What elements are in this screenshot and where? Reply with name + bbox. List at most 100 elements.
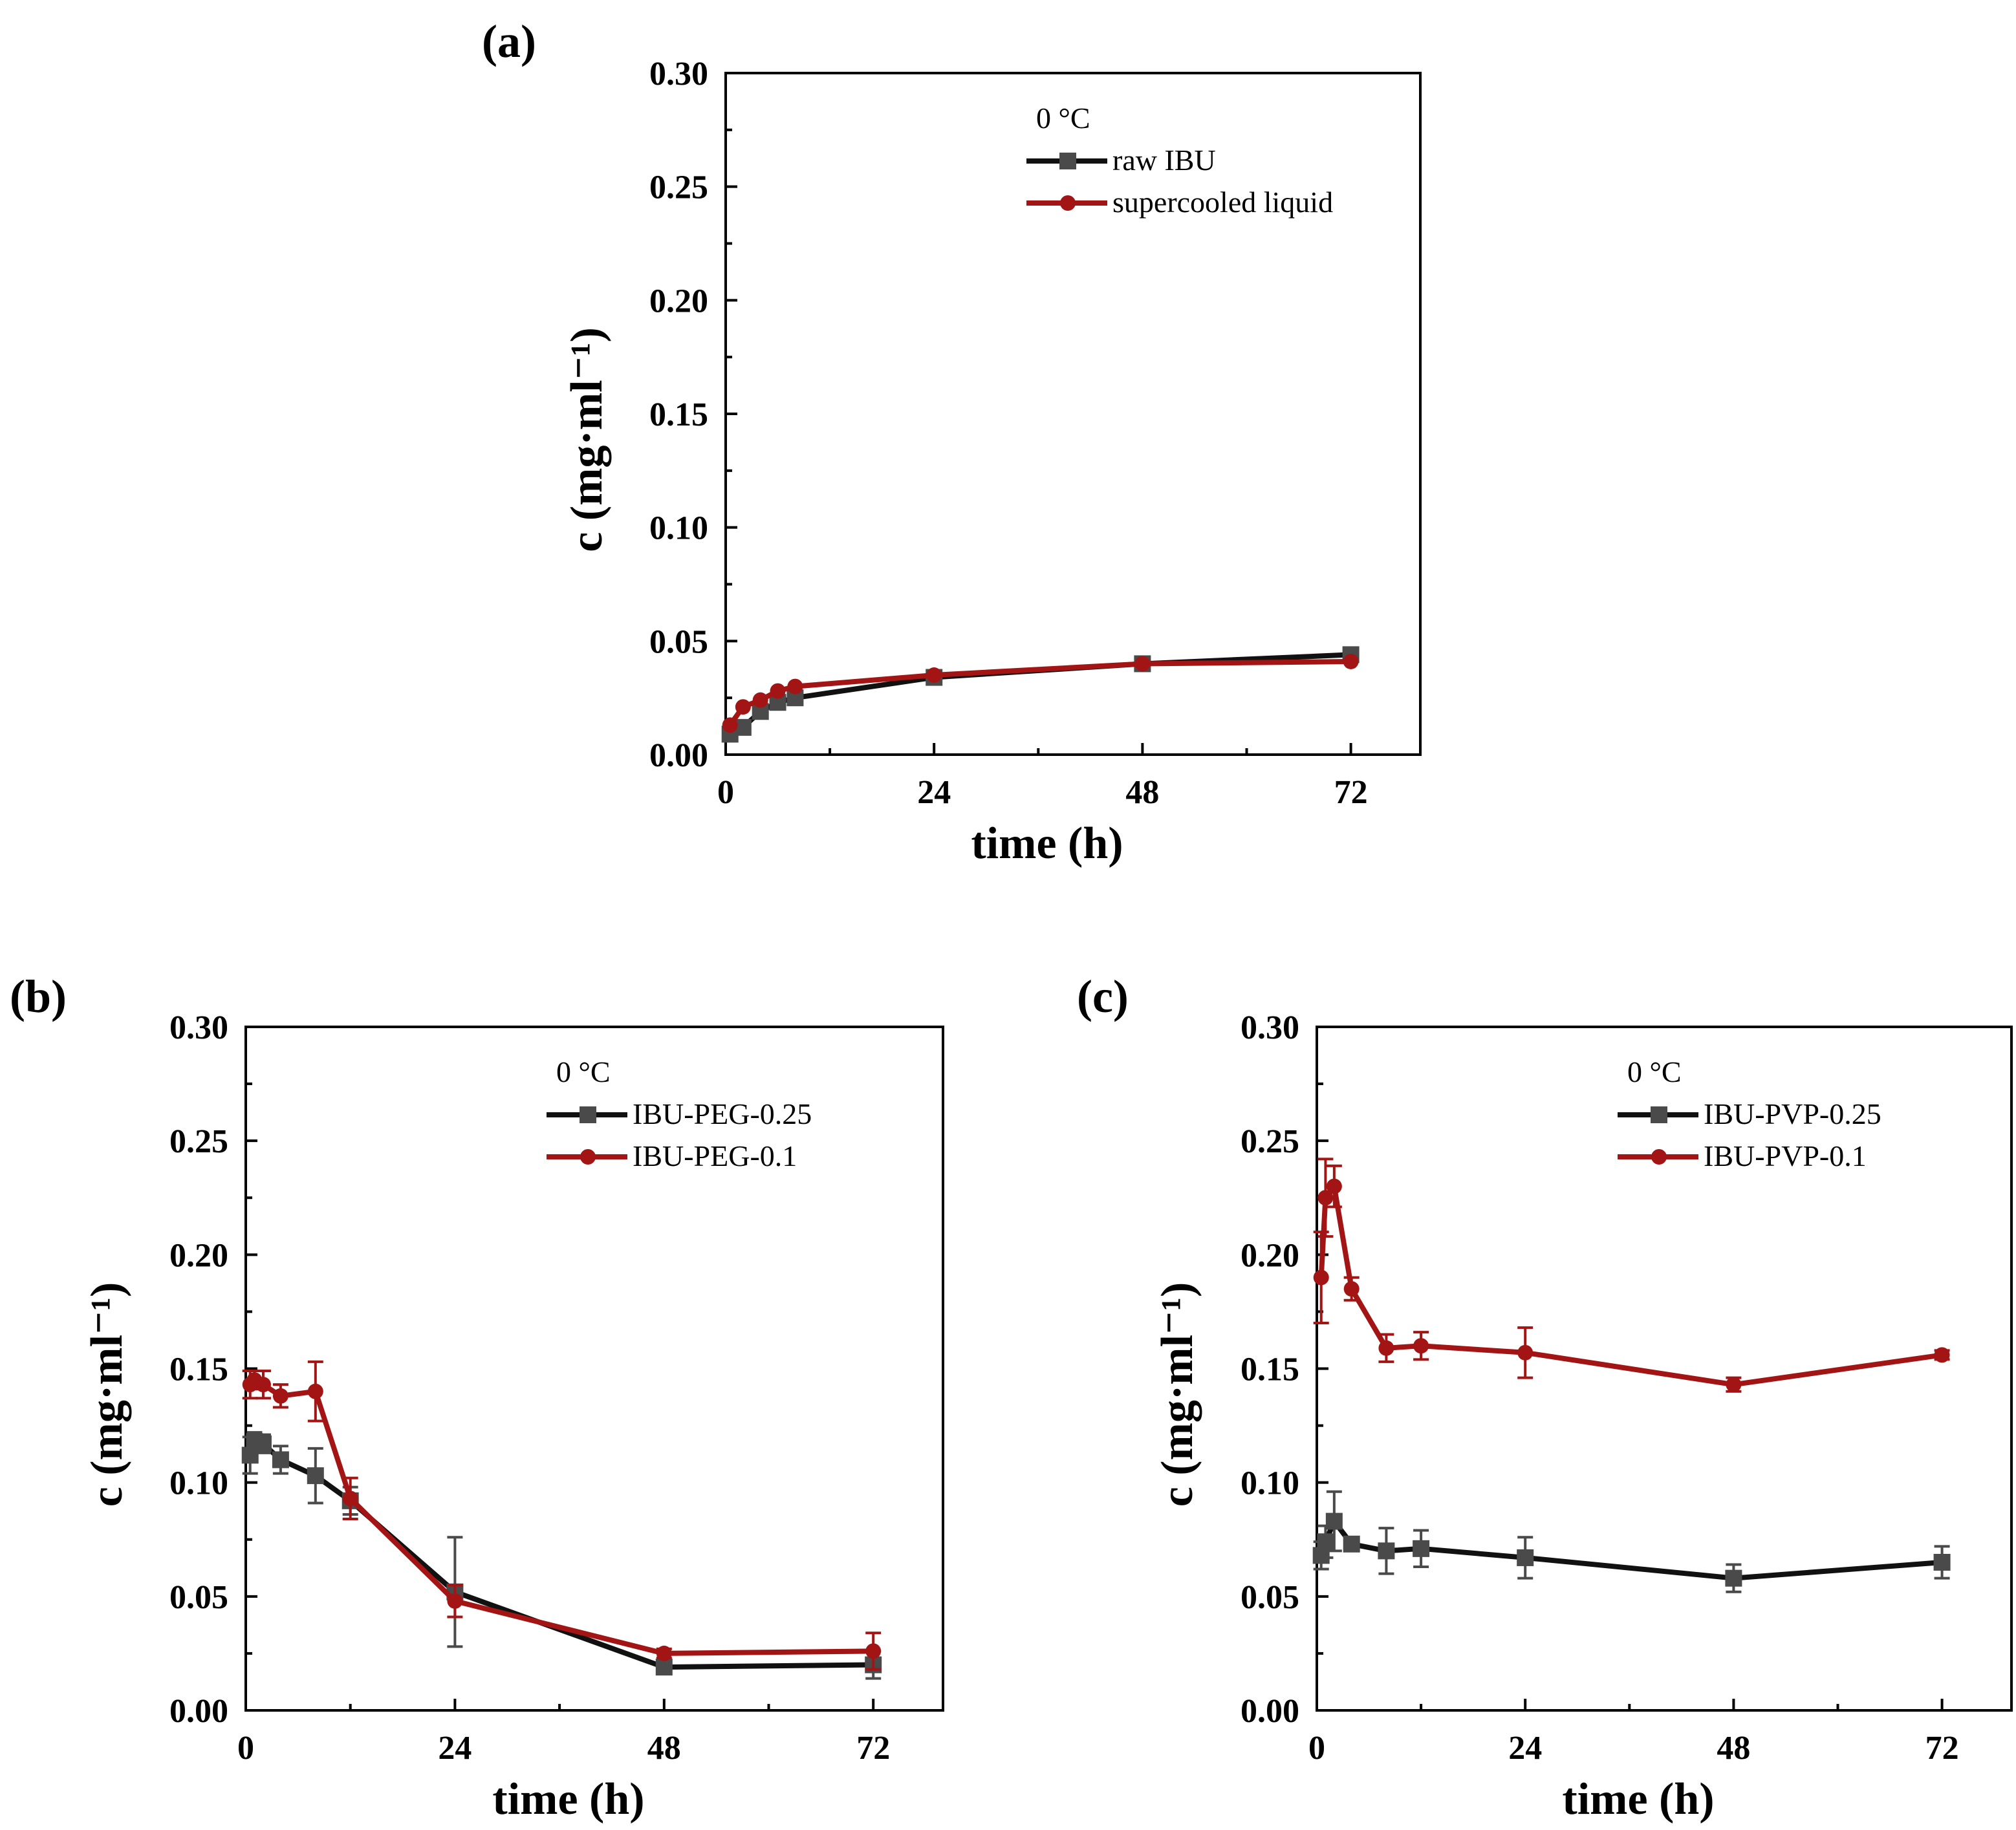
- data-point-circle: [307, 1383, 323, 1399]
- legend-label: IBU-PEG-0.1: [633, 1139, 797, 1172]
- data-point-square: [272, 1451, 289, 1469]
- legend-label: IBU-PVP-0.1: [1704, 1139, 1867, 1172]
- legend-title: 0 °C: [1627, 1055, 1682, 1088]
- legend-marker-square: [1651, 1106, 1667, 1123]
- legend-marker-circle: [1651, 1149, 1667, 1165]
- data-point-circle: [735, 699, 751, 715]
- legend-title: 0 °C: [556, 1055, 611, 1088]
- x-axis-title: time (h): [971, 819, 1123, 868]
- y-tick-label: 0.05: [169, 1579, 228, 1616]
- y-tick-label: 0.20: [169, 1237, 228, 1274]
- data-point-square: [307, 1467, 324, 1485]
- data-point-square: [1517, 1549, 1534, 1566]
- panel-label: (a): [482, 16, 536, 67]
- data-point-circle: [752, 692, 768, 708]
- data-point-square: [1413, 1540, 1430, 1557]
- legend-label: supercooled liquid: [1112, 186, 1333, 219]
- x-tick-label: 48: [647, 1730, 681, 1767]
- data-point-circle: [1317, 1190, 1334, 1206]
- data-point-square: [1317, 1533, 1334, 1551]
- y-axis-title: c (mg·ml⁻¹): [562, 327, 612, 552]
- x-tick-label: 72: [1334, 774, 1368, 811]
- data-point-circle: [770, 683, 786, 699]
- y-tick-label: 0.25: [169, 1123, 228, 1160]
- data-point-square: [1933, 1553, 1951, 1571]
- x-tick-label: 0: [1308, 1730, 1325, 1767]
- y-tick-label: 0.00: [169, 1693, 228, 1730]
- x-tick-label: 0: [237, 1730, 254, 1767]
- x-tick-label: 72: [1925, 1730, 1959, 1767]
- data-point-circle: [656, 1645, 672, 1661]
- data-point-circle: [1934, 1347, 1950, 1363]
- y-tick-label: 0.00: [649, 737, 708, 774]
- y-tick-label: 0.05: [1241, 1579, 1299, 1616]
- y-tick-label: 0.10: [169, 1465, 228, 1502]
- y-tick-label: 0.25: [649, 169, 708, 206]
- data-point-circle: [255, 1377, 271, 1393]
- plot-frame: [1316, 1026, 2013, 1712]
- series-line: [728, 652, 1351, 737]
- x-axis-title: time (h): [492, 1774, 644, 1824]
- legend-marker-square: [1059, 153, 1076, 169]
- legend-marker-square: [580, 1106, 596, 1123]
- data-point-circle: [1726, 1377, 1742, 1393]
- data-point-square: [1378, 1542, 1395, 1560]
- series-IBU-PEG-0.1: [242, 1360, 882, 1671]
- legend-label: raw IBU: [1112, 144, 1216, 177]
- x-tick-label: 72: [856, 1730, 890, 1767]
- data-point-circle: [787, 678, 803, 694]
- x-tick-label: 48: [1125, 774, 1159, 811]
- data-point-circle: [1313, 1269, 1329, 1286]
- y-tick-label: 0.15: [1241, 1351, 1299, 1388]
- data-point-circle: [1343, 653, 1359, 669]
- panel-label: (c): [1077, 971, 1129, 1022]
- y-tick-label: 0.10: [1241, 1465, 1299, 1502]
- data-point-circle: [1413, 1338, 1429, 1354]
- data-point-circle: [926, 667, 942, 684]
- y-tick-label: 0.30: [169, 1009, 228, 1046]
- y-tick-label: 0.00: [1241, 1693, 1299, 1730]
- series-IBU-PVP-0.1: [1313, 1157, 1950, 1393]
- legend-marker-circle: [1060, 195, 1076, 211]
- data-point-square: [1325, 1512, 1343, 1530]
- series-IBU-PEG-0.25: [241, 1431, 882, 1680]
- data-point-circle: [1517, 1344, 1534, 1361]
- data-point-square: [1725, 1569, 1742, 1587]
- y-tick-label: 0.30: [1241, 1009, 1299, 1046]
- panel-a: 0.00 0.05 0.10 0.15 0.20 0.25 0.30 0 24 48 72 time …: [482, 16, 1422, 868]
- y-tick-label: 0.10: [649, 510, 708, 547]
- panel-label: (b): [10, 971, 67, 1022]
- y-axis-title: c (mg·ml⁻¹): [1153, 1282, 1202, 1507]
- x-tick-label: 24: [1508, 1730, 1542, 1767]
- plot-frame: [244, 1026, 944, 1712]
- series-line: [248, 1377, 874, 1656]
- data-point-square: [254, 1435, 272, 1452]
- y-tick-label: 0.05: [649, 623, 708, 660]
- y-tick-label: 0.20: [1241, 1237, 1299, 1274]
- data-point-circle: [1326, 1178, 1342, 1194]
- data-point-circle: [1378, 1340, 1394, 1356]
- data-point-circle: [447, 1593, 463, 1609]
- y-tick-label: 0.20: [649, 283, 708, 319]
- data-point-circle: [1343, 1281, 1360, 1297]
- legend-title: 0 °C: [1036, 102, 1090, 135]
- series-supercooled liquid: [722, 653, 1359, 733]
- x-tick-label: 48: [1717, 1730, 1750, 1767]
- data-point-square: [655, 1659, 673, 1676]
- x-axis-title: time (h): [1562, 1774, 1714, 1824]
- y-tick-label: 0.15: [169, 1351, 228, 1388]
- plot-frame: [724, 72, 1422, 756]
- series-IBU-PVP-0.25: [1312, 1490, 1951, 1593]
- panel-c: 0.00 0.05 0.10 0.15 0.20 0.25 0.30 0 24 48 72 time …: [1077, 971, 2013, 1824]
- data-point-square: [1343, 1535, 1360, 1553]
- legend-label: IBU-PVP-0.25: [1704, 1097, 1881, 1130]
- x-tick-label: 24: [438, 1730, 471, 1767]
- y-axis-title: c (mg·ml⁻¹): [82, 1282, 132, 1507]
- legend-label: IBU-PEG-0.25: [633, 1097, 812, 1130]
- panel-b: 0.00 0.05 0.10 0.15 0.20 0.25 0.30 0 24 48 72 time …: [10, 971, 944, 1824]
- y-tick-label: 0.15: [649, 396, 708, 433]
- data-point-circle: [865, 1643, 882, 1659]
- data-point-circle: [1134, 656, 1151, 672]
- y-tick-label: 0.30: [649, 56, 708, 92]
